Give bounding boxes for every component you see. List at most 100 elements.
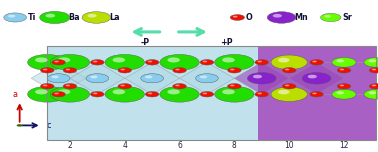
Bar bbox=[258, 46, 376, 140]
Text: 12: 12 bbox=[339, 141, 349, 150]
Circle shape bbox=[222, 57, 235, 62]
Circle shape bbox=[273, 14, 282, 18]
Circle shape bbox=[148, 93, 152, 94]
Circle shape bbox=[40, 11, 70, 24]
Circle shape bbox=[215, 86, 254, 102]
Polygon shape bbox=[125, 62, 180, 94]
Circle shape bbox=[222, 89, 235, 94]
Circle shape bbox=[66, 69, 70, 70]
Circle shape bbox=[91, 92, 104, 97]
Circle shape bbox=[257, 93, 262, 94]
Circle shape bbox=[28, 86, 67, 102]
Circle shape bbox=[167, 57, 180, 62]
Circle shape bbox=[340, 85, 344, 86]
Polygon shape bbox=[70, 62, 125, 94]
Circle shape bbox=[82, 12, 111, 23]
Circle shape bbox=[40, 84, 54, 89]
Circle shape bbox=[86, 74, 109, 83]
Circle shape bbox=[160, 86, 199, 102]
Polygon shape bbox=[234, 62, 289, 94]
Circle shape bbox=[369, 67, 378, 73]
Circle shape bbox=[321, 13, 341, 22]
Circle shape bbox=[203, 61, 207, 62]
Circle shape bbox=[90, 75, 98, 78]
Circle shape bbox=[332, 89, 356, 99]
Circle shape bbox=[50, 86, 90, 102]
Circle shape bbox=[93, 93, 98, 94]
Circle shape bbox=[285, 69, 289, 70]
Circle shape bbox=[118, 67, 132, 73]
Circle shape bbox=[160, 54, 199, 70]
Circle shape bbox=[255, 92, 268, 97]
Circle shape bbox=[173, 67, 186, 73]
Text: Sr: Sr bbox=[342, 13, 352, 22]
Circle shape bbox=[271, 55, 307, 70]
Circle shape bbox=[175, 69, 180, 70]
Circle shape bbox=[113, 89, 125, 94]
Bar bbox=[47, 46, 258, 140]
Circle shape bbox=[332, 57, 356, 67]
Circle shape bbox=[324, 15, 331, 18]
Text: 4: 4 bbox=[122, 141, 127, 150]
Circle shape bbox=[310, 92, 323, 97]
Circle shape bbox=[35, 89, 48, 94]
Circle shape bbox=[45, 14, 55, 18]
Circle shape bbox=[282, 84, 296, 89]
Circle shape bbox=[285, 85, 289, 86]
Circle shape bbox=[4, 13, 26, 22]
Text: 8: 8 bbox=[232, 141, 237, 150]
Circle shape bbox=[87, 14, 97, 18]
Circle shape bbox=[267, 12, 296, 23]
Circle shape bbox=[336, 59, 344, 62]
Circle shape bbox=[364, 89, 378, 99]
Circle shape bbox=[63, 67, 77, 73]
Circle shape bbox=[247, 73, 276, 84]
Circle shape bbox=[255, 60, 268, 65]
Circle shape bbox=[54, 61, 59, 62]
Circle shape bbox=[364, 57, 378, 67]
Circle shape bbox=[230, 15, 245, 20]
Circle shape bbox=[66, 85, 70, 86]
Circle shape bbox=[63, 84, 77, 89]
Circle shape bbox=[8, 15, 15, 18]
Circle shape bbox=[196, 74, 218, 83]
Text: a: a bbox=[12, 90, 18, 99]
Circle shape bbox=[167, 89, 180, 94]
Circle shape bbox=[340, 69, 344, 70]
Text: La: La bbox=[110, 13, 120, 22]
Circle shape bbox=[230, 69, 234, 70]
Circle shape bbox=[312, 61, 317, 62]
Text: Mn: Mn bbox=[294, 13, 308, 22]
Polygon shape bbox=[180, 62, 234, 94]
Circle shape bbox=[58, 57, 70, 62]
Circle shape bbox=[105, 54, 144, 70]
Circle shape bbox=[271, 87, 307, 102]
Text: 10: 10 bbox=[284, 141, 294, 150]
Circle shape bbox=[253, 75, 262, 78]
Circle shape bbox=[215, 54, 254, 70]
Circle shape bbox=[52, 60, 65, 65]
Circle shape bbox=[145, 60, 159, 65]
Circle shape bbox=[58, 89, 70, 94]
Text: c: c bbox=[46, 121, 51, 130]
Circle shape bbox=[278, 58, 290, 62]
Bar bbox=[47, 46, 376, 140]
Circle shape bbox=[257, 61, 262, 62]
Circle shape bbox=[336, 91, 344, 94]
Text: Ti: Ti bbox=[28, 13, 36, 22]
Circle shape bbox=[118, 84, 132, 89]
Circle shape bbox=[148, 61, 152, 62]
Circle shape bbox=[302, 73, 331, 84]
Circle shape bbox=[52, 92, 65, 97]
Circle shape bbox=[54, 93, 59, 94]
Circle shape bbox=[228, 67, 241, 73]
Circle shape bbox=[113, 57, 125, 62]
Circle shape bbox=[200, 60, 214, 65]
Circle shape bbox=[121, 85, 125, 86]
Circle shape bbox=[228, 84, 241, 89]
Circle shape bbox=[369, 91, 376, 94]
Circle shape bbox=[173, 84, 186, 89]
Polygon shape bbox=[31, 62, 86, 94]
Circle shape bbox=[105, 86, 144, 102]
Text: 6: 6 bbox=[177, 141, 182, 150]
